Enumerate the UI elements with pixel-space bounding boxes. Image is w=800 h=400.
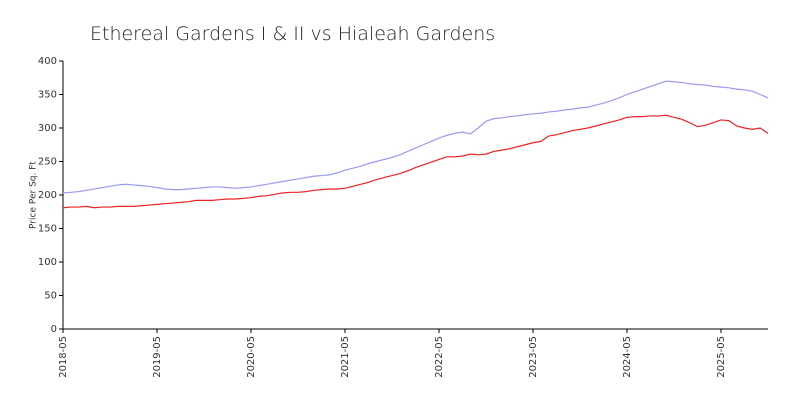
y-tick-label: 300 [38, 123, 57, 134]
y-tick-label: 50 [44, 291, 57, 302]
x-tick-label: 2023-05 [528, 336, 539, 378]
y-tick-label: 100 [38, 257, 57, 268]
y-axis-label: Price Per Sq. Ft [29, 161, 39, 229]
x-tick-label: 2025-05 [716, 336, 727, 378]
y-tick-label: 250 [38, 157, 57, 168]
x-tick-label: 2021-05 [340, 336, 351, 378]
x-tick-label: 2022-05 [434, 336, 445, 378]
chart-title: Ethereal Gardens I & II vs Hialeah Garde… [90, 23, 495, 45]
x-tick-label: 2024-05 [622, 336, 633, 378]
x-tick-label: 2019-05 [152, 336, 163, 378]
series-line [62, 80, 769, 194]
y-tick-label: 200 [38, 190, 57, 201]
y-tick-label: 0 [51, 324, 57, 335]
series-line [62, 114, 769, 209]
y-tick-label: 150 [38, 224, 57, 235]
y-tick-label: 350 [38, 90, 57, 101]
x-tick-label: 2018-05 [58, 336, 69, 378]
x-tick-label: 2020-05 [246, 336, 257, 378]
y-tick-label: 400 [38, 56, 57, 67]
